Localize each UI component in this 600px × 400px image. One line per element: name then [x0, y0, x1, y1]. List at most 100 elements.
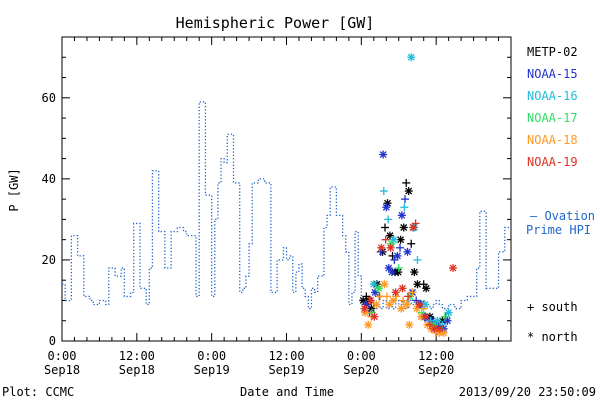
- x-tick-date-label: Sep18: [44, 363, 80, 377]
- marker-noaa-15: [395, 243, 404, 252]
- marker-noaa-18: [405, 320, 414, 329]
- marker-noaa-17: [374, 284, 383, 293]
- y-axis-label: P [GW]: [7, 168, 21, 211]
- marker-metp-02: [407, 239, 416, 248]
- legend-item-noaa-19: NOAA-19: [527, 155, 578, 169]
- marker-noaa-19: [449, 264, 458, 273]
- marker-noaa-15: [382, 203, 391, 212]
- x-tick-date-label: Sep18: [119, 363, 155, 377]
- marker-noaa-16: [407, 53, 416, 62]
- marker-metp-02: [399, 223, 408, 232]
- marker-metp-02: [381, 223, 390, 232]
- marker-metp-02: [422, 284, 431, 293]
- ovation-legend-line2: Prime HPI: [526, 223, 591, 237]
- marker-noaa-19: [404, 292, 413, 301]
- marker-noaa-19: [425, 320, 434, 329]
- marker-noaa-19: [370, 312, 379, 321]
- marker-noaa-18: [408, 288, 417, 297]
- footer-timestamp: 2013/09/20 23:50:09: [459, 385, 596, 399]
- y-tick-label: 60: [42, 91, 56, 105]
- marker-metp-02: [419, 280, 428, 289]
- marker-noaa-18: [382, 292, 391, 301]
- marker-noaa-15: [400, 195, 409, 204]
- marker-metp-02: [383, 199, 392, 208]
- x-tick-date-label: Sep20: [418, 363, 454, 377]
- marker-metp-02: [359, 296, 368, 305]
- marker-noaa-18: [402, 300, 411, 309]
- y-tick-label: 40: [42, 172, 56, 186]
- marker-noaa-18: [399, 296, 408, 305]
- x-axis-label: Date and Time: [240, 385, 334, 399]
- marker-metp-02: [396, 235, 405, 244]
- marker-noaa-16: [400, 203, 409, 212]
- marker-metp-02: [410, 268, 419, 277]
- marker-noaa-15: [387, 268, 396, 277]
- legend: METP-02 NOAA-15 NOAA-16 NOAA-17 NOAA-18 NOAA-…: [527, 45, 578, 169]
- marker-noaa-19: [381, 235, 390, 244]
- marker-noaa-16: [438, 320, 447, 329]
- marker-noaa-18: [419, 304, 428, 313]
- footer-plot-source: Plot: CCMC: [2, 385, 74, 399]
- marker-legend-north: * north: [527, 330, 578, 344]
- marker-noaa-18: [364, 320, 373, 329]
- ovation-hpi-series: [62, 101, 511, 310]
- marker-noaa-19: [411, 219, 420, 228]
- marker-noaa-15: [379, 150, 388, 159]
- marker-legend-south: + south: [527, 300, 578, 314]
- marker-noaa-17: [440, 312, 449, 321]
- marker-noaa-15: [397, 211, 406, 220]
- x-tick-time-label: 12:00: [418, 349, 454, 363]
- marker-noaa-15: [393, 251, 402, 260]
- marker-noaa-19: [366, 296, 375, 305]
- marker-noaa-18: [380, 280, 389, 289]
- marker-noaa-18: [372, 300, 381, 309]
- marker-noaa-15: [412, 296, 421, 305]
- marker-noaa-18: [389, 296, 398, 305]
- marker-noaa-16: [369, 280, 378, 289]
- marker-noaa-16: [444, 308, 453, 317]
- y-tick-label: 20: [42, 253, 56, 267]
- x-tick-date-label: Sep20: [343, 363, 379, 377]
- x-tick-time-label: 0:00: [48, 349, 77, 363]
- marker-noaa-15: [384, 264, 393, 273]
- ovation-legend-line1: – Ovation: [530, 209, 595, 223]
- marker-noaa-19: [391, 288, 400, 297]
- marker-noaa-16: [389, 235, 398, 244]
- x-tick-date-label: Sep19: [194, 363, 230, 377]
- marker-noaa-15: [403, 247, 412, 256]
- marker-metp-02: [402, 178, 411, 187]
- marker-noaa-19: [421, 312, 430, 321]
- x-tick-time-label: 0:00: [347, 349, 376, 363]
- x-tick-time-label: 12:00: [268, 349, 304, 363]
- x-tick-time-label: 0:00: [197, 349, 226, 363]
- ovation-hpi-line: [62, 101, 511, 310]
- marker-noaa-18: [376, 292, 385, 301]
- legend-item-metp-02: METP-02: [527, 45, 578, 59]
- marker-legend: + south * north: [527, 300, 578, 344]
- x-tick-time-label: 12:00: [119, 349, 155, 363]
- marker-noaa-19: [398, 284, 407, 293]
- marker-noaa-18: [397, 304, 406, 313]
- marker-noaa-19: [435, 324, 444, 333]
- legend-item-noaa-17: NOAA-17: [527, 111, 578, 125]
- plot-frame: [61, 36, 512, 342]
- marker-noaa-17: [394, 264, 403, 273]
- marker-noaa-15: [390, 255, 399, 264]
- marker-noaa-19: [415, 300, 424, 309]
- marker-metp-02: [413, 280, 422, 289]
- legend-item-noaa-18: NOAA-18: [527, 133, 578, 147]
- marker-noaa-16: [420, 300, 429, 309]
- x-tick-date-label: Sep19: [268, 363, 304, 377]
- marker-noaa-19: [386, 243, 395, 252]
- marker-noaa-16: [384, 215, 393, 224]
- marker-noaa-19: [377, 243, 386, 252]
- axis-ticks: 02040600:00Sep1812:00Sep180:00Sep1912:00…: [42, 37, 512, 377]
- marker-noaa-19: [360, 304, 369, 313]
- y-tick-label: 0: [49, 334, 56, 348]
- marker-noaa-16: [413, 255, 422, 264]
- legend-item-noaa-16: NOAA-16: [527, 89, 578, 103]
- marker-metp-02: [404, 187, 413, 196]
- chart-title: Hemispheric Power [GW]: [176, 14, 375, 32]
- marker-metp-02: [362, 292, 371, 301]
